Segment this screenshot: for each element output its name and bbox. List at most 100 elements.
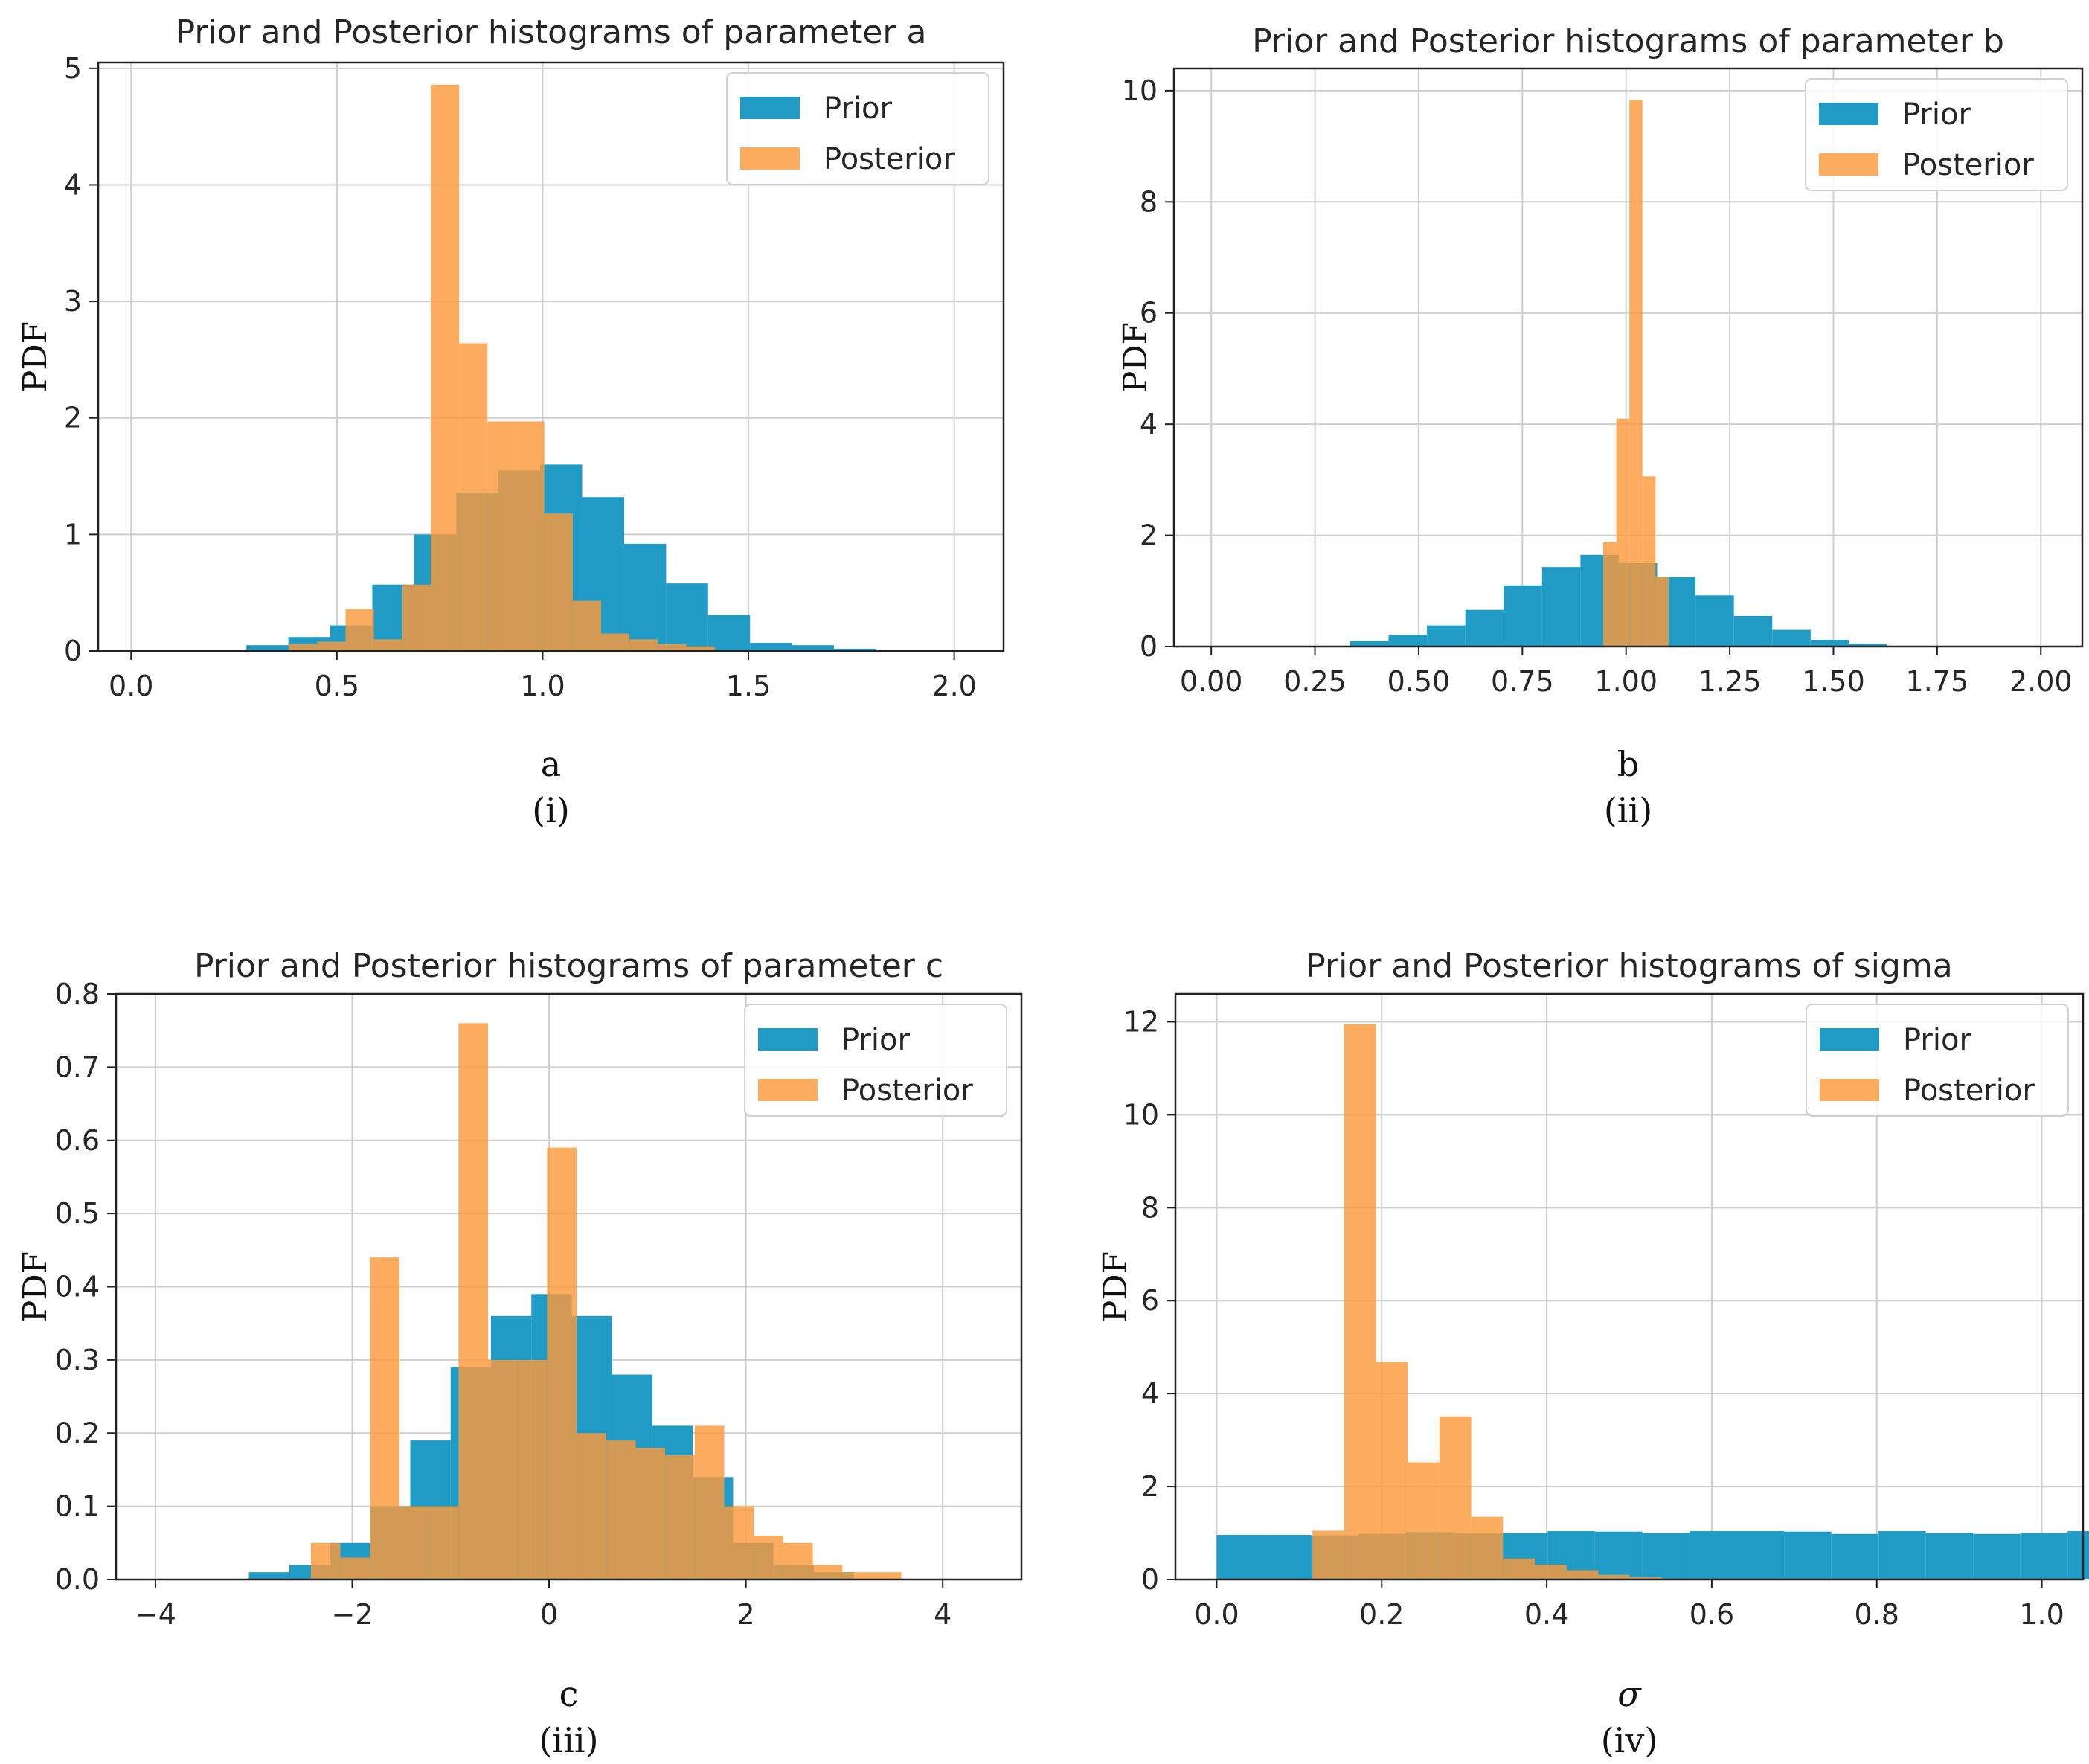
- bar-prior: [2067, 1531, 2089, 1579]
- bar-prior: [1465, 609, 1504, 647]
- bar-prior: [707, 615, 751, 651]
- y-tick-label: 12: [1123, 1005, 1159, 1038]
- y-tick-label: 0: [1141, 1563, 1159, 1596]
- y-tick-label: 0.7: [55, 1051, 100, 1083]
- bar-posterior: [517, 1359, 548, 1579]
- x-tick-label: 2.00: [2009, 665, 2073, 698]
- y-tick-label: 5: [64, 52, 82, 85]
- bar-posterior: [1566, 1570, 1599, 1579]
- x-tick-label: 1.75: [1906, 665, 1969, 698]
- x-axis-label: c: [559, 1674, 579, 1714]
- x-tick-label: 0.50: [1387, 665, 1451, 698]
- bar-posterior: [340, 1557, 370, 1579]
- bar-posterior: [1598, 1574, 1631, 1579]
- y-tick-label: 0.8: [55, 978, 100, 1010]
- y-tick-label: 0: [1140, 630, 1158, 663]
- bar-prior: [1504, 585, 1542, 647]
- legend-label-posterior: Posterior: [1902, 148, 2034, 182]
- bar-prior: [1831, 1533, 1879, 1579]
- y-tick-label: 8: [1141, 1191, 1159, 1224]
- x-tick-label: −4: [135, 1598, 176, 1631]
- y-tick-label: 0: [64, 635, 82, 667]
- legend-swatch-prior: [1820, 1028, 1879, 1051]
- bar-prior: [666, 583, 708, 651]
- x-tick-label: 2.0: [931, 670, 976, 702]
- chart-title: Prior and Posterior histograms of sigma: [1306, 947, 1953, 985]
- bar-prior: [1427, 625, 1466, 647]
- x-tick-label: 0.75: [1491, 665, 1554, 698]
- bar-posterior: [429, 1506, 459, 1579]
- y-axis-label: PDF: [16, 1251, 54, 1322]
- x-tick-label: 0.6: [1690, 1598, 1734, 1631]
- bar-prior: [1264, 1535, 1312, 1579]
- bar-posterior: [871, 1572, 902, 1579]
- x-tick-label: 0.5: [315, 670, 359, 702]
- legend-label-posterior: Posterior: [841, 1074, 973, 1108]
- x-tick-label: 0.00: [1180, 665, 1243, 698]
- chart-title: Prior and Posterior histograms of parame…: [176, 13, 927, 51]
- chart-title: Prior and Posterior histograms of parame…: [1252, 22, 2004, 60]
- bar-posterior: [1439, 1416, 1472, 1579]
- bar-posterior: [1655, 577, 1669, 647]
- bar-prior: [2020, 1533, 2068, 1579]
- bar-posterior: [1642, 476, 1656, 647]
- x-axis-label: b: [1617, 744, 1639, 784]
- bar-prior: [1878, 1531, 1926, 1579]
- bar-prior: [834, 648, 876, 651]
- x-tick-label: 0.0: [109, 670, 153, 702]
- bar-posterior: [370, 1257, 399, 1579]
- legend-label-posterior: Posterior: [824, 142, 955, 176]
- bar-posterior: [658, 644, 687, 651]
- y-tick-label: 6: [1140, 297, 1158, 330]
- bar-prior: [1541, 567, 1581, 647]
- bar-posterior: [1535, 1565, 1567, 1579]
- bar-prior: [248, 1572, 289, 1579]
- bar-prior: [1216, 1535, 1265, 1579]
- x-tick-label: 1.50: [1802, 665, 1865, 698]
- x-tick-label: 1.0: [520, 670, 565, 702]
- bar-posterior: [373, 639, 402, 651]
- bar-posterior: [1503, 1558, 1536, 1579]
- bar-posterior: [488, 1359, 518, 1579]
- bar-posterior: [289, 644, 318, 651]
- legend-swatch-prior: [1819, 103, 1878, 125]
- bar-prior: [1849, 644, 1887, 647]
- bar-posterior: [310, 1542, 341, 1579]
- y-tick-label: 8: [1140, 185, 1158, 218]
- bar-posterior: [487, 421, 516, 651]
- y-tick-label: 0.4: [55, 1271, 100, 1303]
- legend-swatch-posterior: [1819, 153, 1878, 176]
- y-tick-label: 2: [1140, 519, 1158, 552]
- y-axis-label: PDF: [1117, 322, 1155, 393]
- y-tick-label: 4: [1141, 1377, 1159, 1410]
- legend-swatch-prior: [740, 97, 800, 119]
- bar-posterior: [430, 84, 460, 652]
- legend-label-prior: Prior: [1902, 97, 1971, 132]
- axes-frame: [1174, 992, 2085, 1581]
- bar-posterior: [317, 641, 346, 651]
- bar-prior: [1810, 640, 1849, 647]
- bar-prior: [1642, 1533, 1690, 1579]
- y-axis-label: PDF: [1097, 1251, 1135, 1322]
- bar-posterior: [1376, 1362, 1408, 1579]
- y-tick-label: 0.1: [55, 1490, 100, 1523]
- bar-prior: [246, 645, 289, 651]
- bar-posterior: [812, 1565, 843, 1579]
- x-tick-label: 1.0: [2019, 1598, 2064, 1631]
- bar-posterior: [694, 1425, 725, 1579]
- x-tick-label: 1.25: [1698, 665, 1762, 698]
- x-axis-label: σ: [1617, 1674, 1642, 1714]
- bar-posterior: [665, 1455, 695, 1579]
- y-tick-label: 2: [1141, 1470, 1159, 1503]
- bar-posterior: [635, 1447, 666, 1579]
- legend-label-prior: Prior: [841, 1023, 910, 1057]
- bar-posterior: [606, 1440, 636, 1579]
- axes-frame: [1172, 67, 2084, 648]
- y-tick-label: 0.0: [55, 1563, 100, 1596]
- bar-posterior: [402, 584, 431, 651]
- bar-posterior: [1616, 418, 1630, 647]
- bar-prior: [1784, 1531, 1832, 1579]
- y-axis-label: PDF: [16, 321, 54, 392]
- chart-panel-b: 0.00 0.25 0.50 0.75 1.00 1.25 1.50 1.75 2.00 0 2 4 6…: [1117, 22, 2084, 830]
- bar-prior: [623, 543, 667, 651]
